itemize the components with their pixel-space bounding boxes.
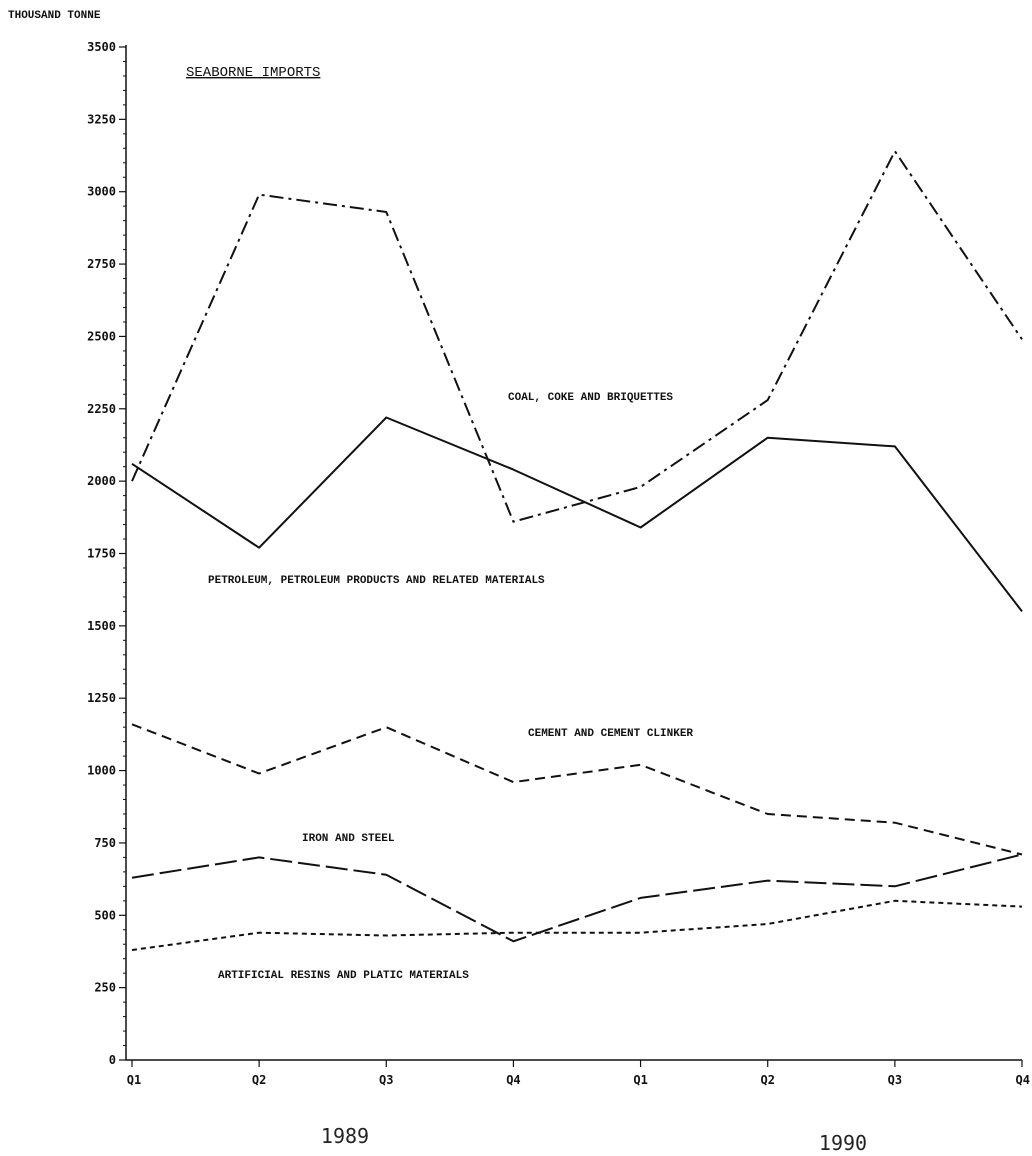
x-tick-label: Q2	[252, 1073, 266, 1087]
series-label-4: ARTIFICIAL RESINS AND PLATIC MATERIALS	[218, 970, 469, 982]
y-tick-label: 2500	[87, 329, 116, 343]
x-tick-label: Q4	[506, 1073, 520, 1087]
year-label: 1989	[321, 1124, 369, 1148]
y-tick-label: 1500	[87, 619, 116, 633]
y-tick-label: 2750	[87, 257, 116, 271]
y-tick-label: 1000	[87, 764, 116, 778]
series-label-3: IRON AND STEEL	[302, 833, 395, 845]
series-label-0: COAL, COKE AND BRIQUETTES	[508, 392, 673, 404]
x-axis-ticks: Q1 Q2 Q3 Q4 Q1 Q2 Q3 Q4	[127, 1060, 1030, 1087]
series-label-2: CEMENT AND CEMENT CLINKER	[528, 728, 693, 740]
series-line-3	[131, 853, 1023, 943]
y-tick-label: 3250	[87, 112, 116, 126]
y-tick-label: 500	[94, 908, 116, 922]
y-axis-ticks: 0 250 500 750 1000 1250 1500 1750 2000 2250 2500 27…	[87, 40, 126, 1067]
y-tick-label: 750	[94, 836, 116, 850]
series-labels: COAL, COKE AND BRIQUETTES PETROLEUM, PETR…	[208, 392, 693, 982]
y-tick-label: 3500	[87, 40, 116, 54]
series-line-2	[131, 723, 1023, 856]
series-line-1	[131, 416, 1023, 613]
year-labels: 1989 1990	[321, 1124, 867, 1155]
y-tick-label: 3000	[87, 185, 116, 199]
x-tick-label: Q1	[127, 1073, 141, 1087]
y-tick-label: 0	[109, 1053, 116, 1067]
x-tick-label: Q3	[379, 1073, 393, 1087]
series-line-0	[131, 150, 1023, 523]
y-tick-label: 2000	[87, 474, 116, 488]
y-tick-label: 2250	[87, 402, 116, 416]
y-tick-label: 1750	[87, 547, 116, 561]
x-tick-label: Q3	[888, 1073, 902, 1087]
x-tick-label: Q1	[633, 1073, 647, 1087]
series-label-1: PETROLEUM, PETROLEUM PRODUCTS AND RELATE…	[208, 575, 545, 587]
y-tick-label: 1250	[87, 691, 116, 705]
chart-title: SEABORNE IMPORTS	[186, 65, 320, 81]
y-tick-label: 250	[94, 981, 116, 995]
x-tick-label: Q2	[760, 1073, 774, 1087]
series-lines	[131, 150, 1023, 951]
year-label: 1990	[819, 1131, 867, 1155]
y-axis-unit-label: THOUSAND TONNE	[8, 10, 101, 22]
x-tick-label: Q4	[1016, 1073, 1030, 1087]
series-line-4	[131, 899, 1023, 951]
